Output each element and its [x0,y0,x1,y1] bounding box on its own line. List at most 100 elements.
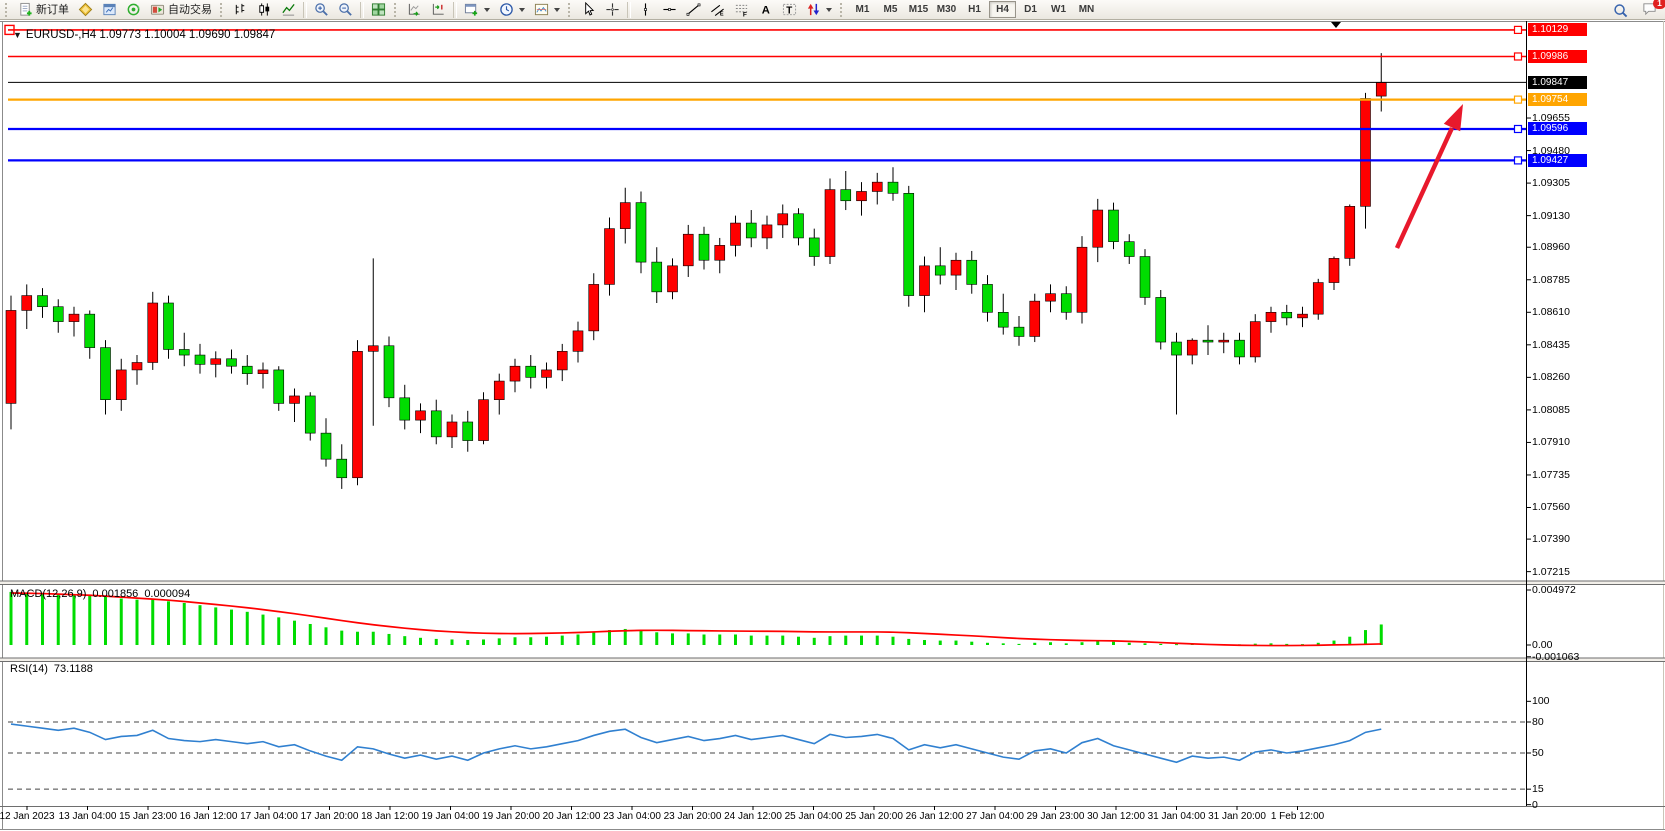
chart-window-background [0,20,1665,831]
macd-histogram-bar [576,634,580,645]
horizontal-line-button[interactable] [658,1,681,19]
candle-body [1076,246,1088,313]
cursor-button[interactable] [577,1,600,19]
data-window-button[interactable] [98,1,121,19]
dropdown-caret-icon[interactable] [826,7,832,12]
zoom-out-button[interactable] [334,1,357,19]
candle-body [430,410,442,438]
macd-histogram-bar [986,642,989,645]
dropdown-caret-icon[interactable] [484,7,490,12]
line-anchor-handle[interactable] [1513,124,1523,134]
toolbar: 新订单 自动交易 E F A T M1 M5 M15 M30 H1 H4 D1 W1 MN 1 [0,0,1665,20]
toolbar-grip[interactable] [568,2,573,17]
line-anchor-handle[interactable] [4,24,15,36]
panel-splitter[interactable] [0,658,1665,662]
timeframe-button-d1[interactable]: D1 [1017,1,1044,18]
candle-body [115,369,127,400]
equidistant-channel-button[interactable]: E [706,1,729,19]
candle-body [698,233,710,261]
line-anchor-handle[interactable] [1513,95,1523,104]
vertical-line-button[interactable] [634,1,657,19]
search-icon [1614,3,1628,17]
text-label-button[interactable]: T [778,1,801,19]
template-button[interactable] [530,1,564,19]
macd-histogram-bar [403,636,407,645]
toolbar-grip[interactable] [220,2,225,17]
timeframe-button-w1[interactable]: W1 [1045,1,1072,18]
macd-histogram-bar [623,628,627,645]
trendline-button[interactable] [682,1,705,19]
line-chart-button[interactable] [277,1,300,19]
chart-shift-button[interactable] [427,1,450,19]
macd-histogram-bar [450,639,454,645]
macd-histogram-bar [277,617,281,645]
macd-histogram-bar [340,630,344,645]
candle-body [635,202,647,263]
dropdown-caret-icon[interactable] [554,7,560,12]
arrows-button[interactable] [802,1,836,19]
candlestick-chart-button[interactable] [253,1,276,19]
tile-windows-button[interactable] [367,1,390,19]
bar-chart-button[interactable] [229,1,252,19]
macd-histogram-bar [1080,642,1084,645]
navigator-button[interactable] [122,1,145,19]
timeframe-button-m5[interactable]: M5 [877,1,904,18]
text-button[interactable]: A [754,1,777,19]
macd-histogram-bar [907,638,911,645]
market-watch-icon [78,2,93,17]
timeframe-button-h4[interactable]: H4 [989,1,1016,18]
search-button[interactable] [1609,1,1632,19]
candle-body [1281,311,1293,319]
new-chart-button[interactable] [460,1,494,19]
line-anchor-handle[interactable] [1513,25,1523,35]
macd-histogram-bar [970,641,974,645]
candle-body [210,358,222,365]
fibonacci-button[interactable]: F [730,1,753,19]
timeframe-button-h1[interactable]: H1 [961,1,988,18]
candle-body [777,213,789,226]
candle-body [619,202,631,229]
candle-body [682,233,694,267]
profiles-button[interactable] [495,1,529,19]
line-anchor-handle[interactable] [1513,156,1523,165]
trend-arrow-head[interactable] [1443,104,1463,132]
chart-end-marker-icon[interactable] [1331,22,1341,28]
auto-trading-icon [150,4,165,15]
timeframe-button-mn[interactable]: MN [1073,1,1100,18]
quick-trade-toggle-icon[interactable]: ▼ [13,30,22,40]
candle-body [1186,339,1198,356]
macd-histogram-bar [797,636,800,645]
macd-histogram-bar [686,633,690,645]
macd-histogram-bar [88,595,92,645]
zoom-in-button[interactable] [310,1,333,19]
macd-histogram-bar [560,635,564,645]
candle-body [1375,82,1387,97]
auto-scroll-button[interactable] [403,1,426,19]
crosshair-button[interactable] [601,1,624,19]
line-anchor-handle[interactable] [1513,52,1523,61]
candle-body [840,189,852,202]
toolbar-grip[interactable] [840,2,845,17]
candle-body [1060,293,1072,313]
auto-trading-button-label: 自动交易 [168,3,212,16]
timeframe-button-m15[interactable]: M15 [905,1,932,18]
new-order-button[interactable]: 新订单 [14,1,73,19]
new-order-icon [20,2,32,16]
toolbar-grip[interactable] [394,2,399,17]
toolbar-grip[interactable] [5,2,10,17]
market-watch-button[interactable] [74,1,97,19]
timeframe-button-m1[interactable]: M1 [849,1,876,18]
candle-body [525,365,537,378]
panel-splitter[interactable] [0,581,1665,585]
dropdown-caret-icon[interactable] [519,7,525,12]
candle-body [1234,339,1245,358]
candle-body [982,284,993,313]
auto-trading-button[interactable]: 自动交易 [146,1,216,19]
cursor-icon [585,2,595,16]
macd-histogram-bar [1017,643,1021,645]
candle-body [808,237,820,257]
trend-arrow-annotation[interactable] [1394,127,1455,249]
timeframe-button-m30[interactable]: M30 [933,1,960,18]
